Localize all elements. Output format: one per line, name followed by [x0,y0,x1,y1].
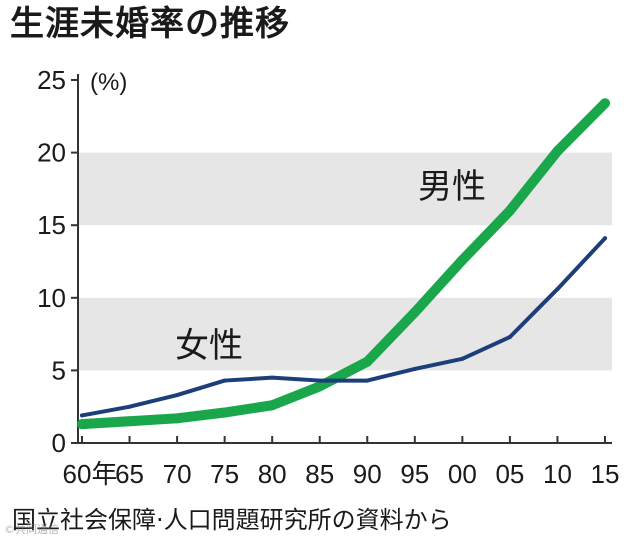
data-point-male-11 [600,98,610,109]
data-point-female-7 [412,366,417,371]
source-note: 国立社会保障·人口問題研究所の資料から [12,506,452,534]
x-tick-label-8: 00 [448,459,477,489]
data-point-female-2 [175,393,180,398]
y-tick-label-0: 0 [52,428,66,458]
data-point-female-1 [127,404,132,409]
x-tick-label-1: 65 [115,459,144,489]
x-tick-label-2: 70 [163,459,192,489]
y-axis-unit: (%) [90,69,127,96]
data-point-female-9 [507,335,512,340]
x-tick-label-11: 15 [591,459,620,489]
data-point-female-8 [460,356,465,361]
x-tick-label-6: 90 [353,459,382,489]
x-tick-label-4: 80 [258,459,287,489]
data-point-female-11 [603,236,607,241]
data-point-male-4 [267,400,278,411]
series-lines [77,98,610,430]
y-tick-label-5: 25 [37,65,66,95]
data-point-male-10 [552,146,563,157]
data-point-male-6 [362,356,373,367]
axes [77,74,612,444]
series-line-male [77,98,610,430]
x-tick-label-10: 10 [543,459,572,489]
series-line-female [80,236,607,418]
data-point-male-9 [504,205,515,216]
watermark: ©共同通信 [4,523,59,536]
y-tick-label-4: 20 [37,138,66,168]
series-label-female: 女性 [175,326,243,366]
x-tick-label-7: 95 [400,459,429,489]
x-tick-label-3: 75 [210,459,239,489]
data-point-female-10 [555,287,560,292]
data-point-female-5 [317,378,322,383]
y-tick-label-3: 15 [37,210,66,240]
data-point-male-0 [77,419,87,430]
data-point-male-8 [457,255,468,266]
x-tick-label-5: 85 [305,459,334,489]
x-tick-label-0: 60年 [63,459,118,489]
y-tick-label-2: 10 [37,283,66,313]
data-point-female-6 [365,378,370,383]
x-tick-label-9: 05 [495,459,524,489]
y-tick-label-1: 5 [52,355,66,385]
y-axis-ticks: (%) 0 5 10 15 20 25 [37,65,127,458]
data-point-male-7 [409,307,420,318]
data-point-male-1 [124,416,135,427]
data-point-male-5 [314,381,325,392]
data-point-female-4 [270,375,275,380]
data-point-male-3 [219,407,230,418]
shaded-band-0 [78,297,612,371]
series-label-male: 男性 [418,167,486,207]
data-point-female-0 [80,413,84,418]
data-point-female-3 [222,378,227,383]
chart-title: 生涯未婚率の推移 [10,4,290,44]
data-point-male-2 [172,413,183,424]
